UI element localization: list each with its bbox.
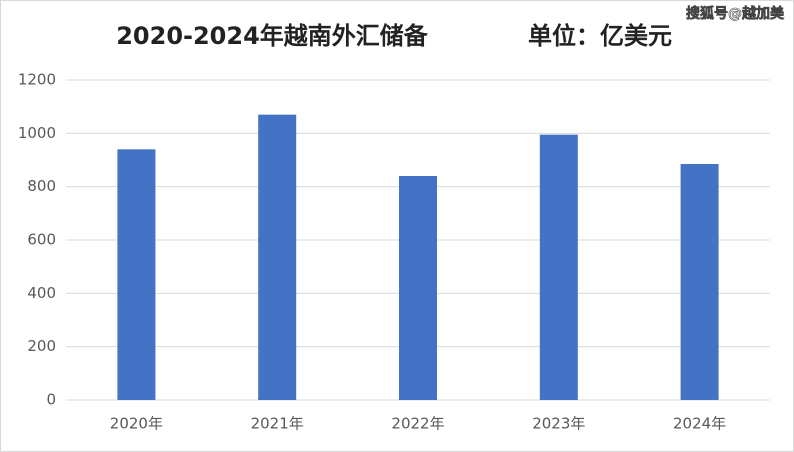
x-tick-label: 2022年 [391, 415, 444, 433]
bar [680, 164, 719, 400]
x-tick-label: 2023年 [532, 415, 585, 433]
x-tick-label: 2021年 [251, 415, 304, 433]
y-tick-label: 200 [27, 337, 56, 355]
bar [399, 176, 437, 400]
y-tick-label: 600 [27, 231, 56, 249]
y-tick-label: 400 [27, 284, 56, 302]
x-tick-label: 2024年 [673, 415, 726, 433]
bar [258, 114, 297, 401]
y-tick-label: 1000 [18, 124, 56, 142]
x-tick-label: 2020年 [110, 415, 163, 433]
bar [539, 134, 578, 400]
bar [117, 149, 156, 400]
y-tick-label: 800 [27, 177, 56, 195]
chart-title: 2020-2024年越南外汇储备 [116, 22, 429, 50]
watermark: 搜狐号@越加美 [686, 5, 785, 22]
chart-unit: 单位：亿美元 [528, 22, 672, 50]
y-tick-label: 1200 [18, 71, 56, 89]
y-tick-label: 0 [46, 391, 56, 409]
